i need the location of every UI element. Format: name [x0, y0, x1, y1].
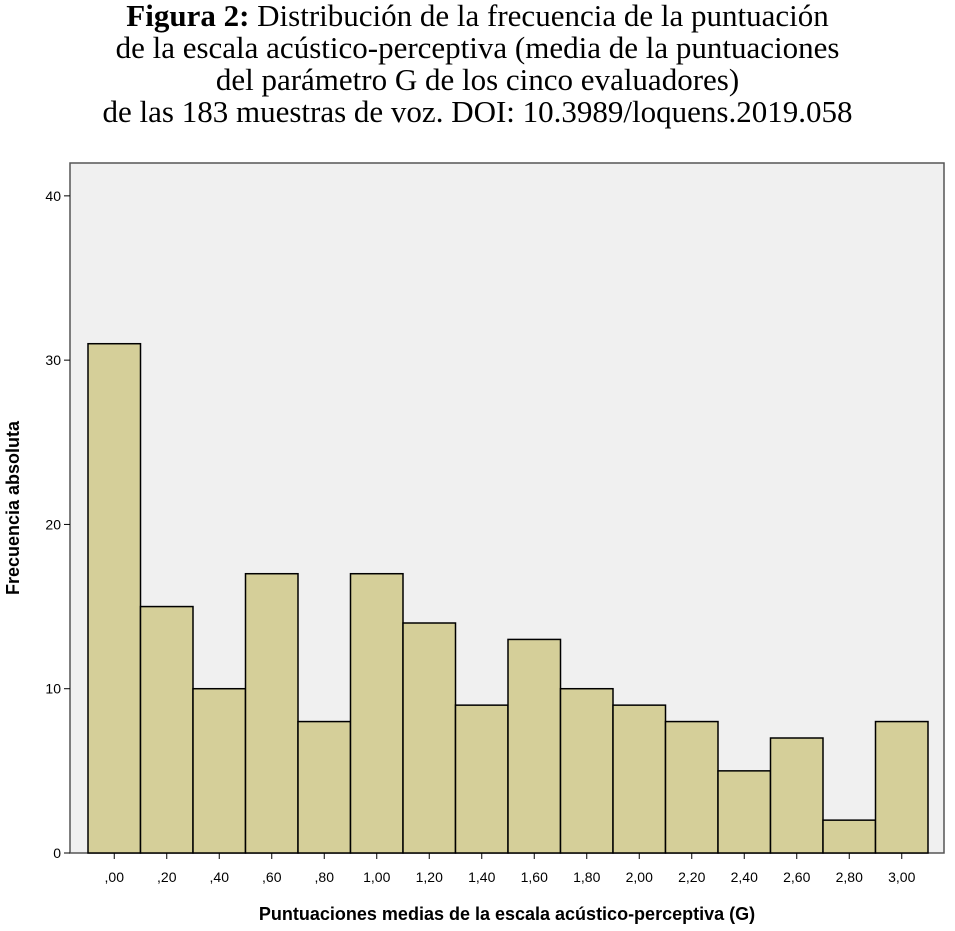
x-tick-label: 3,00 [888, 869, 915, 885]
x-tick-label: ,80 [315, 869, 335, 885]
bar-8 [507, 638, 562, 854]
bar-9 [559, 687, 614, 854]
y-tick-label: 30 [45, 352, 61, 368]
x-tick-label: 2,60 [783, 869, 810, 885]
x-tick-label: 2,00 [626, 869, 653, 885]
x-tick-label: ,60 [262, 869, 282, 885]
bar-3 [244, 572, 299, 854]
figure-caption: Figura 2: Distribución de la frecuencia … [0, 0, 955, 128]
y-axis-title: Frecuencia absoluta [3, 420, 23, 595]
y-tick-label: 40 [45, 188, 61, 204]
bar-2 [192, 687, 247, 854]
x-tick-label: 1,00 [363, 869, 390, 885]
x-tick-label: 2,20 [678, 869, 705, 885]
y-tick-label: 20 [45, 516, 61, 532]
caption-line-4: de las 183 muestras de voz. DOI: 10.3989… [102, 94, 853, 129]
caption-line-2: de la escala acústico-perceptiva (media … [115, 30, 840, 65]
x-axis-title: Puntuaciones medias de la escala acústic… [259, 904, 755, 924]
caption-text-1: Distribución de la frecuencia de la punt… [257, 0, 829, 33]
x-tick-label: ,00 [105, 869, 125, 885]
y-tick-label: 10 [45, 681, 61, 697]
x-tick-label: 1,60 [521, 869, 548, 885]
bar-0 [87, 342, 142, 854]
x-tick-label: 1,80 [573, 869, 600, 885]
x-tick-label: 2,80 [836, 869, 863, 885]
bar-10 [612, 704, 667, 854]
x-tick-label: 2,40 [731, 869, 758, 885]
bar-14 [822, 819, 877, 854]
x-tick-label: 1,20 [416, 869, 443, 885]
bar-5 [349, 572, 404, 854]
bar-1 [139, 605, 194, 854]
bar-12 [717, 770, 772, 854]
bar-6 [402, 622, 457, 854]
x-tick-label: ,40 [210, 869, 230, 885]
y-axis: 0 10 20 30 40 [45, 188, 70, 861]
caption-line-3: del parámetro G de los cinco evaluadores… [215, 62, 740, 97]
x-axis: ,00 ,20 ,40 ,60 ,80 1,00 1,20 1,40 1,60 1,80 2,00 2… [105, 853, 916, 885]
bars-group [87, 342, 929, 854]
x-tick-label: 1,40 [468, 869, 495, 885]
caption-label: Figura 2: [126, 0, 250, 33]
bar-15 [874, 720, 929, 854]
y-tick-label: 0 [53, 845, 61, 861]
bar-13 [769, 737, 824, 854]
x-tick-label: ,20 [157, 869, 177, 885]
bar-11 [664, 720, 719, 854]
caption-line-1: Figura 2: Distribución de la frecuencia … [0, 0, 955, 32]
bar-7 [454, 704, 509, 854]
bar-4 [297, 720, 352, 854]
